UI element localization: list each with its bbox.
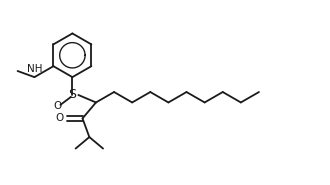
Text: NH: NH — [27, 64, 42, 74]
Text: S: S — [68, 88, 76, 102]
Text: O: O — [53, 101, 62, 111]
Text: O: O — [55, 113, 64, 123]
